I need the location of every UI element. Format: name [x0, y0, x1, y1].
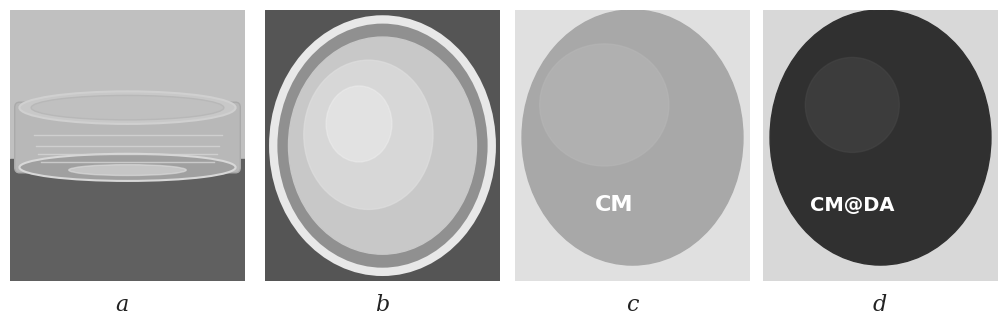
Text: CM@DA: CM@DA — [810, 196, 895, 215]
Text: b: b — [375, 294, 389, 315]
Ellipse shape — [271, 17, 494, 274]
Ellipse shape — [522, 10, 743, 265]
Ellipse shape — [31, 95, 224, 120]
FancyBboxPatch shape — [15, 102, 240, 173]
Ellipse shape — [69, 165, 186, 175]
Text: a: a — [115, 294, 129, 315]
Ellipse shape — [540, 44, 669, 166]
Ellipse shape — [19, 154, 236, 181]
Ellipse shape — [19, 91, 236, 124]
Ellipse shape — [770, 10, 991, 265]
Ellipse shape — [326, 86, 392, 162]
Ellipse shape — [805, 58, 899, 152]
Bar — [10, 159, 245, 281]
Ellipse shape — [288, 37, 477, 254]
Text: CM: CM — [594, 195, 633, 215]
Ellipse shape — [304, 60, 433, 210]
Text: c: c — [626, 294, 638, 315]
Text: d: d — [873, 294, 887, 315]
